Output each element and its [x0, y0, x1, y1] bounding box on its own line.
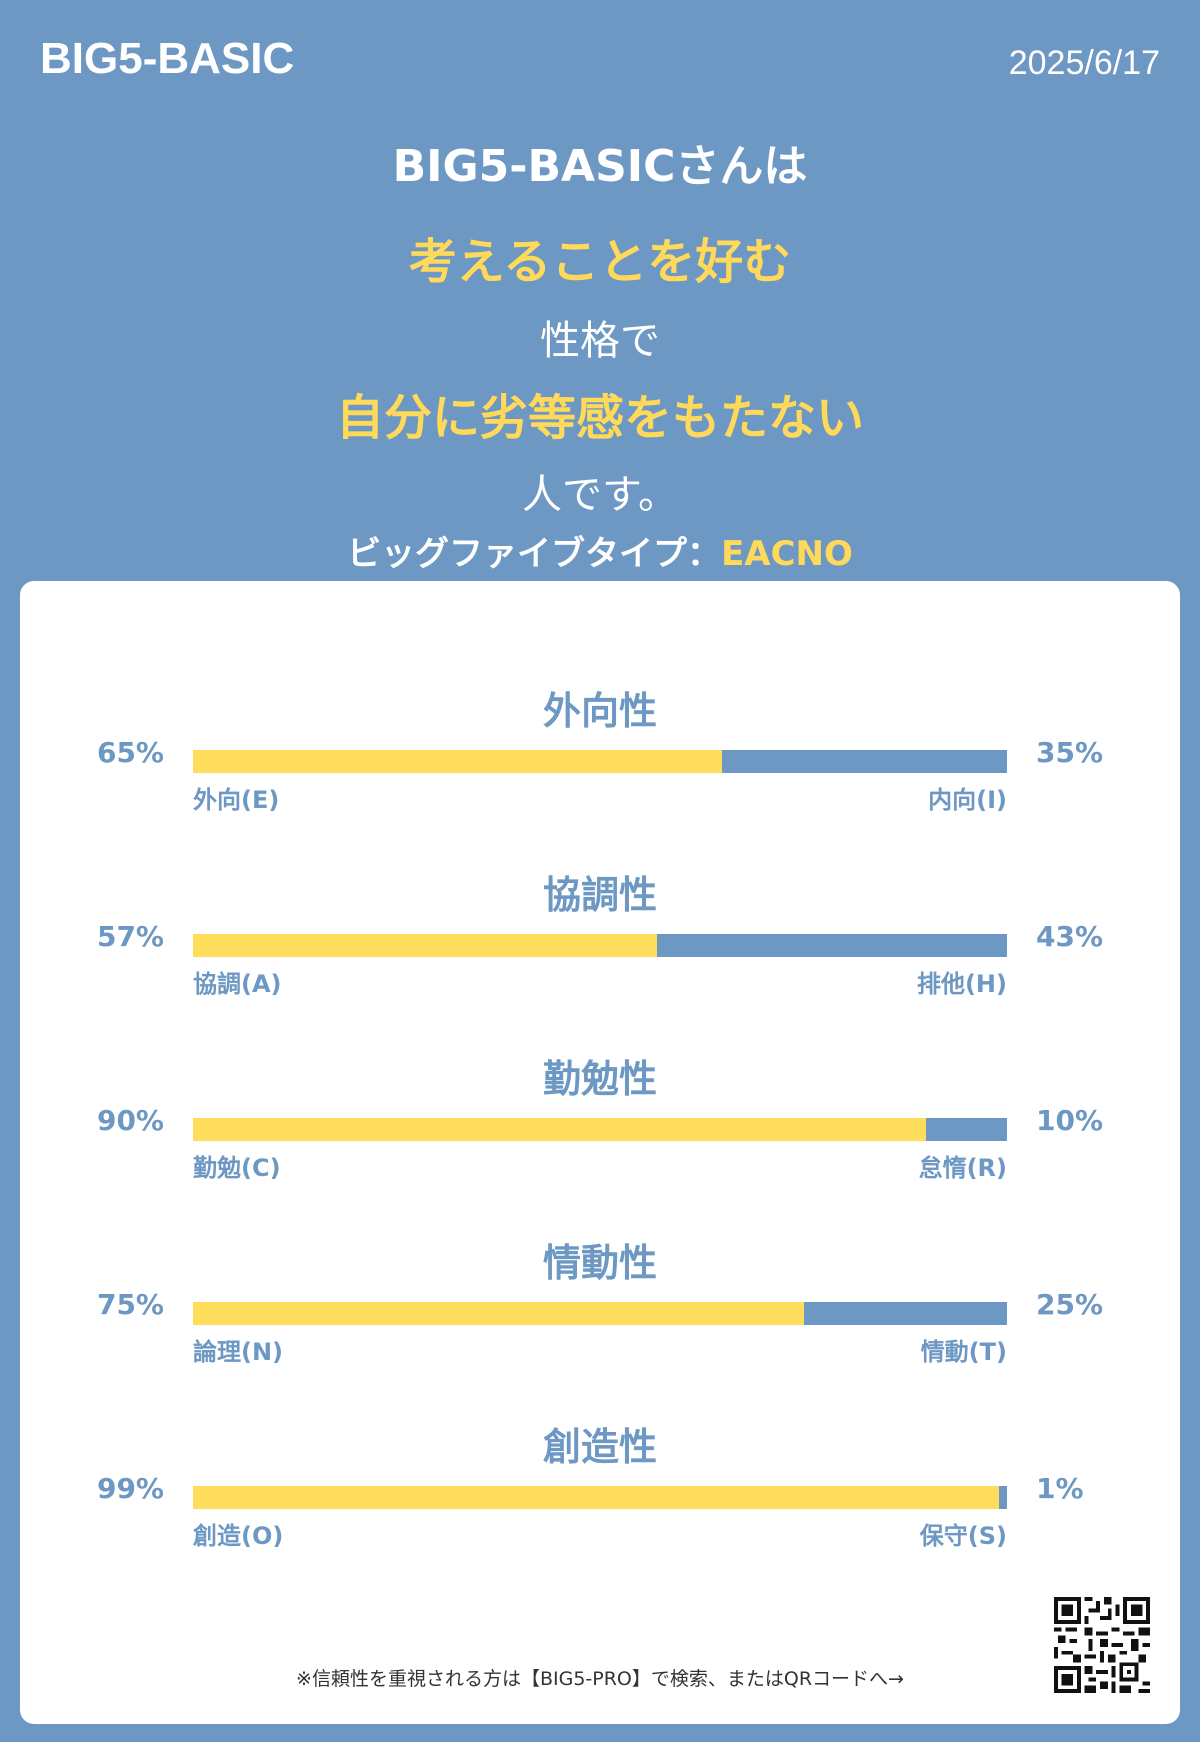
summary-ending: 人です。 — [522, 472, 678, 518]
right-label: 情動(T) — [920, 1338, 1007, 1366]
type-code: EACNO — [721, 534, 853, 574]
trait-row: 創造性 99% 1% 創造(O) 保守(S) — [0, 1416, 1200, 1576]
right-label: 排他(H) — [916, 970, 1007, 998]
left-percent: 90% — [96, 1104, 164, 1137]
left-label: 外向(E) — [193, 786, 280, 814]
left-label: 創造(O) — [193, 1522, 284, 1550]
right-percent: 1% — [1036, 1472, 1084, 1505]
trait-row: 情動性 75% 25% 論理(N) 情動(T) — [0, 1232, 1200, 1392]
right-percent: 10% — [1036, 1104, 1104, 1137]
trait-title: 協調性 — [542, 873, 657, 917]
trait-bar-fill — [193, 750, 723, 773]
left-percent: 65% — [96, 736, 164, 769]
left-label: 勤勉(C) — [193, 1154, 281, 1182]
trait-phrase-2: 自分に劣等感をもたない — [335, 390, 864, 446]
right-label: 保守(S) — [919, 1522, 1007, 1550]
trait-phrase-1: 考えることを好む — [408, 234, 792, 290]
left-label: 協調(A) — [193, 970, 282, 998]
type-label: ビッグファイブタイプ： — [347, 534, 722, 574]
app-logo: BIG5-BASIC — [40, 34, 295, 83]
trait-row: 外向性 65% 35% 外向(E) 内向(I) — [0, 680, 1200, 840]
trait-title: 外向性 — [542, 689, 657, 733]
footer-note: ※信頼性を重視される方は【BIG5-PRO】で検索、またはQRコードへ→ — [296, 1668, 904, 1690]
trait-bar — [193, 1302, 1007, 1325]
right-percent: 43% — [1036, 920, 1104, 953]
trait-row: 協調性 57% 43% 協調(A) 排他(H) — [0, 864, 1200, 1024]
summary-line1: BIG5-BASICさんは — [392, 141, 808, 192]
left-percent: 57% — [96, 920, 164, 953]
trait-bar — [193, 934, 1007, 957]
trait-title: 勤勉性 — [542, 1057, 657, 1101]
right-label: 怠惰(R) — [918, 1154, 1007, 1182]
trait-row: 勤勉性 90% 10% 勤勉(C) 怠惰(R) — [0, 1048, 1200, 1208]
trait-title: 情動性 — [542, 1241, 657, 1285]
summary-connector: 性格で — [540, 318, 660, 364]
result-date: 2025/6/17 — [1008, 44, 1160, 82]
left-percent: 75% — [96, 1288, 164, 1321]
qr-code-icon[interactable] — [1054, 1597, 1150, 1693]
right-percent: 25% — [1036, 1288, 1104, 1321]
trait-bar-fill — [193, 1302, 804, 1325]
trait-title: 創造性 — [542, 1425, 657, 1469]
right-label: 内向(I) — [928, 786, 1007, 814]
type-line: ビッグファイブタイプ：EACNO — [0, 526, 1200, 575]
left-label: 論理(N) — [193, 1338, 284, 1366]
trait-bar-fill — [193, 1486, 999, 1509]
trait-bar — [193, 1486, 1007, 1509]
trait-bar — [193, 750, 1007, 773]
right-percent: 35% — [1036, 736, 1104, 769]
trait-bar-fill — [193, 1118, 926, 1141]
left-percent: 99% — [96, 1472, 164, 1505]
trait-bar — [193, 1118, 1007, 1141]
trait-bar-fill — [193, 934, 657, 957]
